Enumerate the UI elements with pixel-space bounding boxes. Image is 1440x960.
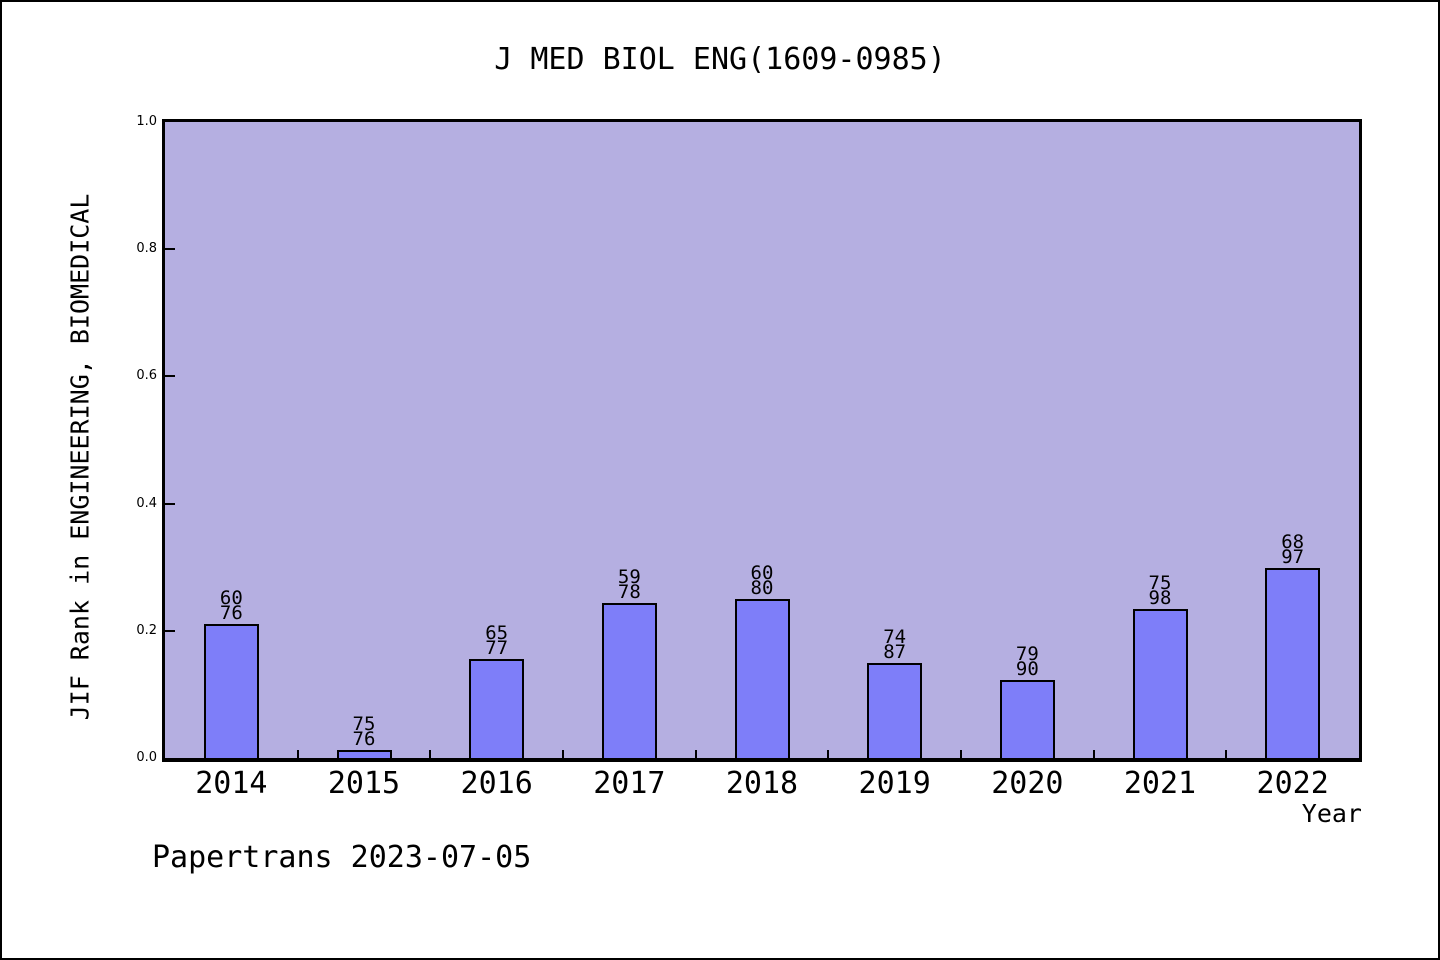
bar-value-label-2016: 65 77 <box>452 622 542 659</box>
bar-2016 <box>469 659 525 758</box>
bar-rank-value: 75 <box>352 713 376 735</box>
x-minor-tick <box>694 750 697 758</box>
y-tick <box>165 502 175 505</box>
y-tick <box>165 248 175 251</box>
y-tick-label-0.2: 0.2 <box>136 622 157 638</box>
bar-rank-value: 60 <box>750 562 774 584</box>
bar-total-value: 80 <box>750 577 774 599</box>
y-tick-label-1.0: 1.0 <box>136 114 157 129</box>
bar-rank-value: 79 <box>1015 643 1039 665</box>
watermark-text: Papertrans 2023-07-05 <box>152 840 532 875</box>
y-tick-label-0.0: 0.0 <box>136 750 157 765</box>
bar-value-label-2020: 79 90 <box>982 643 1072 680</box>
x-tick-label-2020: 2020 <box>991 766 1064 801</box>
bar-2017 <box>601 603 657 758</box>
bar-value-label-2022: 68 97 <box>1248 531 1338 568</box>
bar-value-label-2014: 60 76 <box>186 587 276 624</box>
bar-2015 <box>336 750 392 758</box>
chart-title: J MED BIOL ENG(1609-0985) <box>494 42 946 77</box>
bar-value-label-2015: 75 76 <box>319 713 409 750</box>
x-tick-label-2021: 2021 <box>1123 766 1197 801</box>
x-minor-tick <box>296 750 299 758</box>
bar-value-label-2017: 59 78 <box>584 566 674 603</box>
bar-total-value: 98 <box>1148 587 1172 609</box>
x-tick-label-2014: 2014 <box>195 766 268 801</box>
y-tick-label-0.4: 0.4 <box>136 495 157 511</box>
y-tick <box>165 629 175 632</box>
x-minor-tick <box>562 750 564 758</box>
x-tick-label-2015: 2015 <box>327 766 401 801</box>
y-tick-label-0.6: 0.6 <box>136 368 157 384</box>
bar-total-value: 97 <box>1281 546 1305 568</box>
bar-2020 <box>999 680 1055 758</box>
bar-value-label-2021: 75 98 <box>1115 572 1205 609</box>
bar-rank-value: 74 <box>883 626 907 648</box>
bar-total-value: 76 <box>352 728 376 750</box>
x-tick-label-2018: 2018 <box>725 766 799 801</box>
bar-rank-value: 60 <box>219 587 243 609</box>
x-minor-tick <box>429 750 432 758</box>
x-minor-tick <box>1092 750 1095 758</box>
bar-value-label-2019: 74 87 <box>850 626 940 663</box>
bar-rank-value: 75 <box>1148 572 1172 594</box>
bar-total-value: 87 <box>883 641 907 663</box>
x-tick-label-2016: 2016 <box>460 766 533 801</box>
plot-area: 60 76 75 76 65 77 59 78 60 80 74 87 79 90 75 98 68 97 <box>162 119 1362 762</box>
y-tick-label-0.8: 0.8 <box>136 241 157 257</box>
bar-2022 <box>1265 568 1321 758</box>
bar-total-value: 76 <box>219 602 243 624</box>
x-minor-tick <box>960 750 962 758</box>
bar-total-value: 78 <box>617 581 641 603</box>
y-axis-label: JIF Rank in ENGINEERING, BIOMEDICAL <box>65 193 95 721</box>
x-tick-label-2022: 2022 <box>1256 766 1329 801</box>
bar-rank-value: 59 <box>617 566 641 588</box>
bar-2019 <box>867 663 923 758</box>
y-tick <box>165 375 175 378</box>
bar-2014 <box>203 624 259 758</box>
bar-value-label-2018: 60 80 <box>717 562 807 599</box>
bar-rank-value: 68 <box>1281 531 1305 553</box>
x-minor-tick <box>827 750 830 758</box>
bar-total-value: 77 <box>485 637 509 659</box>
bar-rank-value: 65 <box>485 622 509 644</box>
x-axis-label: Year <box>1301 799 1362 828</box>
bar-2021 <box>1132 609 1188 758</box>
x-tick-label-2017: 2017 <box>593 766 666 801</box>
bar-2018 <box>734 599 790 758</box>
x-tick-label-2019: 2019 <box>858 766 931 801</box>
bar-total-value: 90 <box>1015 658 1039 680</box>
x-minor-tick <box>1225 750 1228 758</box>
